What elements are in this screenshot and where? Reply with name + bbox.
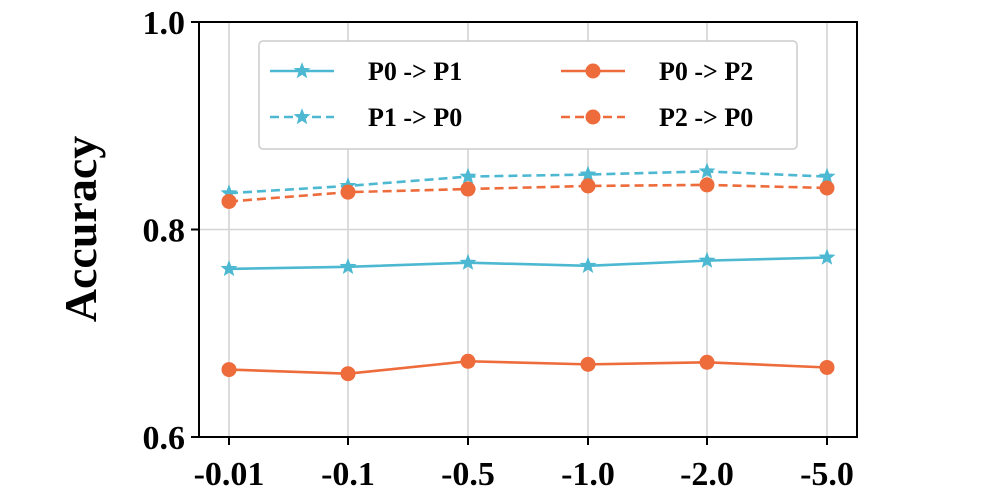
- y-tick-label: 0.6: [143, 420, 186, 457]
- x-tick-label: -5.0: [800, 456, 854, 493]
- x-tick-label: -0.01: [194, 456, 265, 493]
- legend-label: P1 -> P0: [368, 103, 462, 132]
- legend-marker: [293, 62, 311, 79]
- series-1-point: [459, 253, 477, 270]
- series-markers: [220, 162, 836, 382]
- legend-marker: [293, 108, 311, 125]
- series-2-point: [579, 165, 597, 182]
- series-2-point: [698, 162, 716, 179]
- y-tick-label: 0.8: [143, 213, 186, 250]
- series-3-point: [221, 362, 237, 378]
- series-4-point: [460, 181, 476, 197]
- series-4-point: [699, 177, 715, 193]
- y-axis-label: Accuracy: [55, 136, 106, 322]
- series-3-point: [580, 356, 596, 372]
- x-tick-label: -0.5: [441, 456, 495, 493]
- y-tick-label: 1.0: [143, 5, 186, 42]
- y-axis: 0.6 0.8 1.0: [143, 5, 199, 457]
- series-4-point: [819, 180, 835, 196]
- legend-label: P0 -> P2: [659, 57, 753, 86]
- legend-box: [258, 40, 798, 150]
- series-line-3: [228, 359, 828, 376]
- legend-marker: [585, 109, 601, 125]
- legend-label: P2 -> P0: [659, 103, 753, 132]
- series-1-point: [220, 260, 238, 277]
- legend: P0 -> P1 P1 -> P0 P0 -> P2 P2 -> P0: [258, 40, 798, 150]
- series-1-point: [339, 257, 357, 275]
- series-3-point: [340, 366, 356, 382]
- series-line-1: [228, 256, 828, 271]
- x-tick-label: -0.1: [321, 456, 375, 493]
- series-line-4: [228, 183, 828, 203]
- series-1-point: [579, 256, 597, 274]
- series-4-point: [340, 184, 356, 200]
- series-2-point: [459, 167, 477, 184]
- legend-marker: [585, 63, 601, 79]
- x-tick-label: -1.0: [561, 456, 615, 493]
- x-tick-label: -2.0: [680, 456, 734, 493]
- legend-label: P0 -> P1: [368, 57, 462, 86]
- series-lines: [228, 170, 828, 376]
- series-3-point: [819, 359, 835, 375]
- series-3-point: [699, 354, 715, 370]
- series-2-point: [818, 167, 836, 184]
- series-3-point: [460, 353, 476, 369]
- series-1-point: [818, 248, 836, 265]
- series-4-point: [221, 193, 237, 209]
- series-4-point: [580, 178, 596, 194]
- series-line-2: [228, 170, 828, 195]
- series-1-point: [698, 251, 716, 268]
- x-axis: -0.01 -0.1 -0.5 -1.0 -2.0 -5.0: [194, 437, 854, 493]
